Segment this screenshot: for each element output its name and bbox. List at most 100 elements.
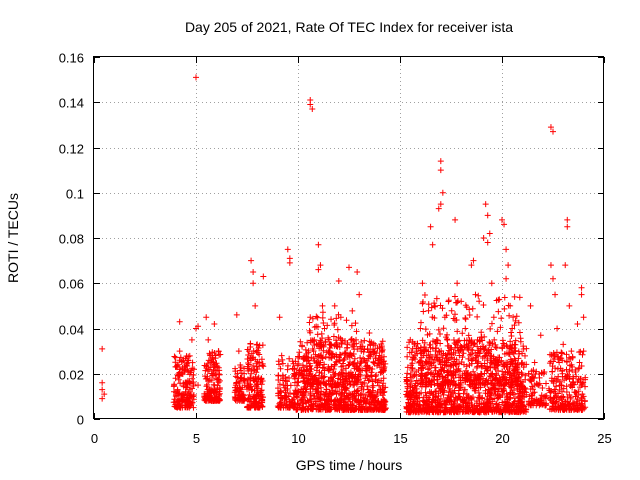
data-point	[424, 358, 431, 365]
data-point	[485, 407, 492, 414]
data-point	[354, 346, 361, 353]
data-point	[345, 406, 352, 413]
data-point	[563, 366, 570, 373]
data-point	[548, 375, 555, 382]
data-point	[468, 379, 475, 386]
data-point	[296, 367, 303, 374]
data-points	[99, 74, 589, 416]
data-point	[422, 379, 429, 386]
data-point	[444, 337, 451, 344]
data-point	[425, 348, 432, 355]
data-point	[351, 378, 358, 385]
data-point	[249, 386, 256, 393]
data-point	[497, 324, 504, 331]
data-point	[465, 347, 472, 354]
data-point	[364, 363, 371, 370]
data-point	[549, 368, 556, 375]
data-point	[440, 367, 447, 374]
x-tick-label: 5	[193, 431, 200, 446]
data-point	[280, 373, 287, 380]
data-point	[362, 375, 369, 382]
data-point	[495, 308, 502, 315]
data-point	[445, 297, 452, 304]
data-point	[484, 212, 491, 219]
data-point	[419, 299, 426, 306]
data-point	[466, 399, 473, 406]
data-point	[419, 280, 426, 287]
data-point	[372, 355, 379, 362]
data-point	[291, 372, 298, 379]
data-point	[458, 298, 465, 305]
data-point	[499, 388, 505, 395]
data-point	[403, 405, 410, 412]
data-point	[355, 373, 362, 380]
data-point	[318, 406, 325, 413]
data-point	[378, 341, 385, 348]
data-point	[448, 346, 455, 353]
data-point	[539, 385, 546, 392]
data-point	[193, 74, 199, 81]
data-point	[422, 407, 429, 414]
data-point	[486, 338, 493, 345]
data-point	[529, 392, 536, 399]
data-point	[363, 400, 370, 407]
data-point	[510, 314, 517, 321]
data-point	[489, 340, 496, 347]
data-point	[519, 350, 526, 357]
data-point	[453, 316, 460, 323]
data-point	[337, 356, 344, 363]
data-point	[247, 344, 254, 351]
data-point	[432, 388, 439, 395]
data-point	[203, 383, 210, 390]
data-point	[436, 385, 443, 392]
data-point	[443, 359, 450, 366]
data-point	[407, 391, 414, 398]
data-point	[341, 355, 348, 362]
data-point	[487, 392, 494, 399]
data-point	[297, 338, 304, 345]
data-point	[443, 334, 450, 341]
data-point	[519, 393, 526, 400]
data-point	[466, 352, 473, 359]
data-point	[99, 386, 106, 393]
data-point	[452, 381, 459, 388]
data-point	[231, 393, 238, 400]
data-point	[356, 291, 363, 298]
data-point	[449, 372, 456, 379]
data-point	[293, 393, 300, 400]
data-point	[360, 386, 367, 393]
data-point	[558, 382, 565, 389]
data-point	[404, 353, 411, 360]
data-point	[428, 304, 435, 311]
data-point	[305, 403, 312, 410]
data-point	[348, 322, 355, 329]
data-point	[510, 350, 517, 357]
data-point	[518, 361, 525, 368]
data-point	[433, 407, 440, 414]
data-point	[543, 380, 550, 387]
data-point	[380, 396, 387, 403]
data-point	[496, 354, 503, 361]
data-point	[578, 382, 585, 389]
data-point	[457, 377, 464, 384]
data-point	[481, 382, 488, 389]
data-point	[449, 382, 456, 389]
data-point	[174, 397, 181, 404]
data-point	[342, 349, 349, 356]
data-point	[434, 355, 441, 362]
data-point	[493, 400, 500, 407]
data-point	[550, 128, 556, 135]
data-point	[580, 393, 587, 400]
data-point	[101, 391, 108, 398]
data-point	[246, 391, 253, 398]
data-point	[344, 380, 351, 387]
data-point	[431, 300, 438, 307]
data-point	[334, 380, 341, 387]
data-point	[365, 377, 372, 384]
data-point	[448, 392, 455, 399]
data-point	[313, 367, 320, 374]
data-point	[248, 370, 255, 377]
data-point	[352, 397, 359, 404]
data-point	[439, 189, 446, 196]
data-point	[318, 401, 325, 408]
